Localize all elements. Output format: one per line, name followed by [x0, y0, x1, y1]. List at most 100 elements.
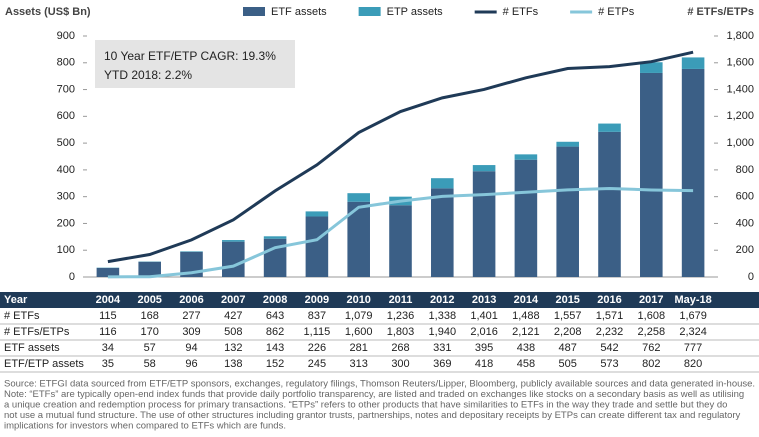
- legend-swatch: [359, 7, 381, 16]
- bar-segment: [682, 69, 705, 277]
- bar-segment: [515, 154, 538, 159]
- table-cell: 1,488: [512, 310, 540, 322]
- table-cell: 226: [308, 342, 326, 354]
- table-cell: 245: [308, 358, 326, 370]
- source-note: a unique creation and redemption process…: [4, 400, 727, 411]
- bar-segment: [306, 211, 329, 216]
- y-tick-label: 0: [69, 271, 75, 283]
- table-cell: 170: [141, 326, 159, 338]
- table-cell: 138: [224, 358, 242, 370]
- y-tick-label: 400: [57, 164, 75, 176]
- table-cell: 862: [266, 326, 284, 338]
- table-cell: 2,324: [679, 326, 707, 338]
- table-cell: 35: [102, 358, 114, 370]
- table-cell: 58: [144, 358, 156, 370]
- y2-tick-label: 1,800: [726, 30, 754, 42]
- y2-tick-label: 1,600: [726, 57, 754, 69]
- x-tick-label: 2016: [597, 294, 621, 306]
- row-label: ETF/ETP assets: [4, 358, 84, 370]
- x-tick-label: 2014: [514, 294, 539, 306]
- table-cell: 168: [141, 310, 159, 322]
- y-tick-label: 100: [57, 244, 75, 256]
- legend-label: ETF assets: [271, 6, 327, 18]
- table-cell: 2,232: [596, 326, 624, 338]
- table-cell: 2,258: [638, 326, 666, 338]
- table-cell: 2,121: [512, 326, 540, 338]
- table-cell: 331: [433, 342, 451, 354]
- table-cell: 34: [102, 342, 114, 354]
- bar-segment: [347, 193, 370, 202]
- x-tick-label: 2009: [305, 294, 329, 306]
- table-cell: 438: [517, 342, 535, 354]
- y2-tick-label: 400: [736, 217, 754, 229]
- table-cell: 1,571: [596, 310, 624, 322]
- table-cell: 1,679: [679, 310, 707, 322]
- table-cell: 96: [185, 358, 197, 370]
- table-cell: 1,803: [387, 326, 415, 338]
- legend-swatch: [243, 7, 265, 16]
- table-cell: 573: [600, 358, 618, 370]
- x-tick-label: 2013: [472, 294, 496, 306]
- legend-label: # ETFs: [503, 6, 539, 18]
- row-label: # ETFs: [4, 310, 40, 322]
- y-axis-title: Assets (US$ Bn): [5, 6, 91, 18]
- bar-segment: [473, 165, 496, 171]
- table-cell: 2,208: [554, 326, 582, 338]
- x-tick-label: 2008: [263, 294, 287, 306]
- table-cell: 508: [224, 326, 242, 338]
- y2-tick-label: 0: [748, 271, 754, 283]
- y2-tick-label: 1,200: [726, 110, 754, 122]
- bar-segment: [222, 240, 245, 242]
- bar-segment: [556, 147, 579, 277]
- table-cell: 1,236: [387, 310, 415, 322]
- row-label: # ETFs/ETPs: [4, 326, 70, 338]
- x-tick-label: 2011: [389, 294, 413, 306]
- table-cell: 395: [475, 342, 493, 354]
- table-cell: 487: [559, 342, 577, 354]
- table-cell: 802: [642, 358, 660, 370]
- annotation: YTD 2018: 2.2%: [104, 68, 192, 82]
- y2-tick-label: 800: [736, 164, 754, 176]
- y-tick-label: 300: [57, 191, 75, 203]
- table-cell: 1,338: [429, 310, 457, 322]
- x-tick-label: 2010: [346, 294, 370, 306]
- source-note: not use a mutual fund structure. The use…: [4, 410, 741, 421]
- y-tick-label: 700: [57, 83, 75, 95]
- annotation: 10 Year ETF/ETP CAGR: 19.3%: [104, 49, 276, 63]
- legend-label: # ETPs: [598, 6, 635, 18]
- bar-segment: [640, 73, 663, 277]
- bar-segment: [431, 178, 454, 188]
- bar-segment: [473, 171, 496, 277]
- y-tick-label: 200: [57, 217, 75, 229]
- table-cell: 643: [266, 310, 284, 322]
- x-tick-label: 2012: [430, 294, 454, 306]
- table-cell: 505: [559, 358, 577, 370]
- table-header: Year: [4, 294, 28, 306]
- table-cell: 777: [684, 342, 702, 354]
- y2-tick-label: 1,400: [726, 83, 754, 95]
- y2-tick-label: 1,000: [726, 137, 754, 149]
- table-cell: 418: [475, 358, 493, 370]
- source-note: Note: “ETFs” are typically open-end inde…: [4, 389, 744, 400]
- y-tick-label: 900: [57, 30, 75, 42]
- table-cell: 2,016: [470, 326, 498, 338]
- table-cell: 1,079: [345, 310, 373, 322]
- table-cell: 820: [684, 358, 702, 370]
- table-cell: 281: [350, 342, 368, 354]
- table-cell: 837: [308, 310, 326, 322]
- table-cell: 152: [266, 358, 284, 370]
- x-tick-label: May-18: [674, 294, 711, 306]
- bar-segment: [222, 242, 245, 277]
- x-tick-label: 2004: [96, 294, 121, 306]
- table-cell: 542: [600, 342, 618, 354]
- y2-tick-label: 600: [736, 191, 754, 203]
- source-note: Source: ETFGI data sourced from ETF/ETP …: [4, 379, 755, 390]
- x-tick-label: 2006: [179, 294, 203, 306]
- bar-segment: [515, 160, 538, 277]
- x-tick-label: 2017: [639, 294, 663, 306]
- table-cell: 369: [433, 358, 451, 370]
- table-cell: 313: [350, 358, 368, 370]
- bar-segment: [389, 205, 412, 277]
- bar-segment: [598, 132, 621, 277]
